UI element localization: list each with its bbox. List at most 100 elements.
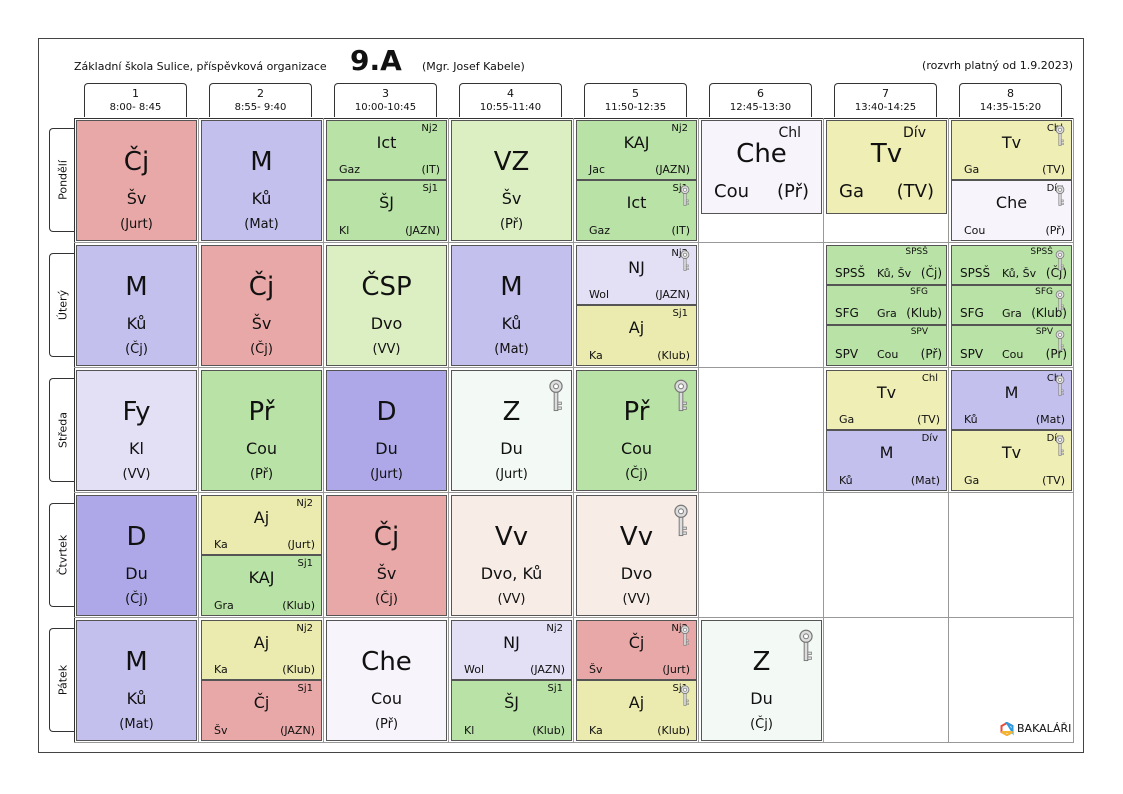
lesson-cell[interactable]: Př Cou (Př): [201, 370, 322, 491]
lesson-cell[interactable]: M Ků (Čj): [76, 245, 197, 366]
lesson-cell[interactable]: M Ků (Mat): [451, 245, 572, 366]
room-label: (VV): [122, 467, 151, 482]
key-icon: [1055, 375, 1065, 396]
timetable-slot: [574, 618, 699, 743]
teacher-label: Šv: [501, 189, 522, 208]
lesson-cell[interactable]: Sj1 Aj Ka (Klub): [576, 305, 697, 366]
timetable-slot: [199, 368, 324, 493]
lesson-cell[interactable]: Vv Dvo (VV): [576, 495, 697, 616]
timetable-slot: [324, 118, 449, 243]
teacher-label: Ka: [214, 538, 228, 551]
room-label: (Mat): [910, 474, 940, 487]
school-name: Základní škola Sulice, příspěvková organ…: [74, 60, 327, 73]
key-icon: [1055, 185, 1065, 206]
lesson-cell[interactable]: Dív Che Cou (Př): [951, 180, 1072, 241]
timetable-slot: [949, 243, 1074, 368]
teacher-label: Jac: [589, 163, 606, 176]
teacher-label: Gra: [214, 599, 234, 612]
subject-label: Fy: [122, 397, 151, 427]
lesson-cell[interactable]: Nj2 Aj Ka (Klub): [201, 620, 322, 680]
lesson-cell[interactable]: Čj Šv (Jurt): [76, 120, 197, 241]
subject-label: Čj: [248, 272, 275, 302]
timetable-slot: [824, 118, 949, 243]
lesson-cell[interactable]: Sj1 KAJ Gra (Klub): [201, 555, 322, 616]
day-name: Pátek: [56, 664, 69, 696]
lesson-cell[interactable]: Dív M Ků (Mat): [826, 430, 947, 491]
lesson-cell[interactable]: SPV SPV Cou (Př): [826, 325, 947, 366]
lesson-cell[interactable]: Vv Dvo, Ků (VV): [451, 495, 572, 616]
lesson-cell[interactable]: Sj1 Aj Ka (Klub): [576, 680, 697, 741]
subject-label: SFG: [835, 306, 859, 320]
lesson-cell[interactable]: Nj2 KAJ Jac (JAZN): [576, 120, 697, 180]
lesson-cell[interactable]: Chl Tv Ga (TV): [951, 120, 1072, 180]
period-header: 6 12:45-13:30: [709, 83, 812, 117]
lesson-cell[interactable]: Chl Che Cou (Př): [701, 120, 822, 214]
lesson-cell[interactable]: Z Du (Jurt): [451, 370, 572, 491]
lesson-cell[interactable]: Sj1 ŠJ Kl (Klub): [451, 680, 572, 741]
lesson-cell[interactable]: Dív Tv Ga (TV): [951, 430, 1072, 491]
lesson-cell[interactable]: D Du (Čj): [76, 495, 197, 616]
lesson-cell[interactable]: SPSŠ SPSŠ Ků, Šv (Čj): [951, 245, 1072, 285]
room-label: (Čj): [250, 342, 273, 357]
class-teacher: (Mgr. Josef Kabele): [422, 60, 525, 73]
subject-label: Př: [248, 397, 275, 427]
lesson-cell[interactable]: Fy Kl (VV): [76, 370, 197, 491]
group-label: SFG: [1035, 287, 1053, 297]
lesson-cell[interactable]: Sj1 Ict Gaz (IT): [576, 180, 697, 241]
lesson-cell[interactable]: SPSŠ SPSŠ Ků, Šv (Čj): [826, 245, 947, 285]
group-label: Dív: [1046, 433, 1063, 444]
key-icon: [680, 250, 690, 271]
teacher-label: Kl: [129, 439, 144, 458]
room-label: (JAZN): [280, 724, 315, 737]
subject-label: Che: [995, 193, 1028, 212]
lesson-cell[interactable]: Nj2 Ict Gaz (IT): [326, 120, 447, 180]
teacher-label: Ků: [501, 314, 522, 333]
lesson-cell[interactable]: Nj2 NJ Wol (JAZN): [576, 245, 697, 305]
brand-name: BAKALÁŘI: [1017, 722, 1072, 735]
timetable-frame: [38, 38, 1084, 753]
lesson-cell[interactable]: Z Du (Čj): [701, 620, 822, 741]
lesson-cell[interactable]: VZ Šv (Př): [451, 120, 572, 241]
lesson-cell[interactable]: Nj2 Čj Šv (Jurt): [576, 620, 697, 680]
lesson-cell[interactable]: Čj Šv (Čj): [201, 245, 322, 366]
subject-label: SPV: [835, 347, 859, 361]
subject-label: SPSŠ: [960, 266, 991, 280]
lesson-cell[interactable]: SFG SFG Gra (Klub): [826, 285, 947, 325]
lesson-cell[interactable]: SFG SFG Gra (Klub): [951, 285, 1072, 325]
room-label: (IT): [421, 163, 440, 176]
lesson-cell[interactable]: Sj1 ŠJ Kl (JAZN): [326, 180, 447, 241]
group-label: Sj1: [672, 183, 689, 194]
lesson-cell[interactable]: M Ků (Mat): [201, 120, 322, 241]
lesson-cell[interactable]: D Du (Jurt): [326, 370, 447, 491]
teacher-label: Ka: [214, 663, 228, 676]
lesson-cell[interactable]: Che Cou (Př): [326, 620, 447, 741]
key-icon: [680, 685, 690, 706]
teacher-label: Ků: [251, 189, 272, 208]
period-header: 8 14:35-15:20: [959, 83, 1062, 117]
lesson-cell[interactable]: Chl M Ků (Mat): [951, 370, 1072, 430]
key-icon: [680, 625, 690, 646]
period-time: 10:55-11:40: [479, 102, 542, 113]
period-header: 3 10:00-10:45: [334, 83, 437, 117]
lesson-cell[interactable]: Čj Šv (Čj): [326, 495, 447, 616]
room-label: (Př): [1045, 224, 1065, 237]
room-label: (Čj): [375, 592, 398, 607]
room-label: (Klub): [1031, 306, 1067, 320]
lesson-cell[interactable]: M Ků (Mat): [76, 620, 197, 741]
group-label: Dív: [1046, 183, 1063, 194]
lesson-cell[interactable]: Chl Tv Ga (TV): [826, 370, 947, 430]
key-icon: [674, 504, 688, 537]
timetable-slot: [699, 618, 824, 743]
lesson-cell[interactable]: Nj2 NJ Wol (JAZN): [451, 620, 572, 680]
class-title: 9.A: [350, 44, 402, 77]
lesson-cell[interactable]: Sj1 Čj Šv (JAZN): [201, 680, 322, 741]
valid-from: (rozvrh platný od 1.9.2023): [922, 59, 1073, 72]
room-label: (Mat): [244, 217, 279, 232]
lesson-cell[interactable]: Př Cou (Čj): [576, 370, 697, 491]
teacher-label: Šv: [126, 189, 147, 208]
timetable-slot: [324, 243, 449, 368]
lesson-cell[interactable]: SPV SPV Cou (Př): [951, 325, 1072, 366]
lesson-cell[interactable]: Dív Tv Ga (TV): [826, 120, 947, 214]
lesson-cell[interactable]: ČSP Dvo (VV): [326, 245, 447, 366]
lesson-cell[interactable]: Nj2 Aj Ka (Jurt): [201, 495, 322, 555]
